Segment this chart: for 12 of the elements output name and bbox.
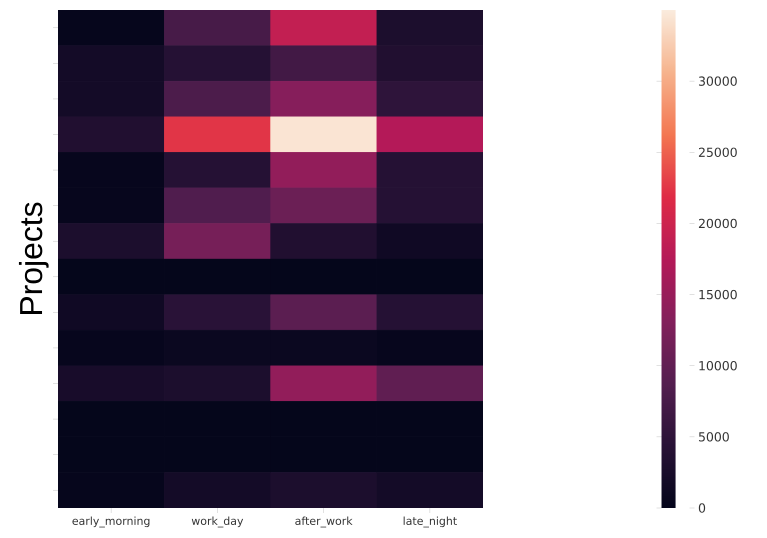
color-bar-label: 0 bbox=[698, 503, 706, 513]
x-tick-label: after_work bbox=[295, 516, 353, 528]
color-bar-label: 25000 bbox=[698, 148, 737, 157]
color-bar-label: 15000 bbox=[699, 290, 737, 300]
x-tick-label: early_morning bbox=[72, 516, 150, 528]
color-bar-label: 10000 bbox=[699, 360, 737, 370]
color-bar-label: 20000 bbox=[698, 218, 737, 228]
color-bar-label: 30000 bbox=[698, 76, 737, 86]
x-tick-label: late_night bbox=[404, 516, 457, 528]
y-axis-title: Projects bbox=[18, 202, 49, 314]
x-tick-label: work_day bbox=[192, 516, 244, 528]
color-bar-label: 5000 bbox=[698, 432, 729, 442]
